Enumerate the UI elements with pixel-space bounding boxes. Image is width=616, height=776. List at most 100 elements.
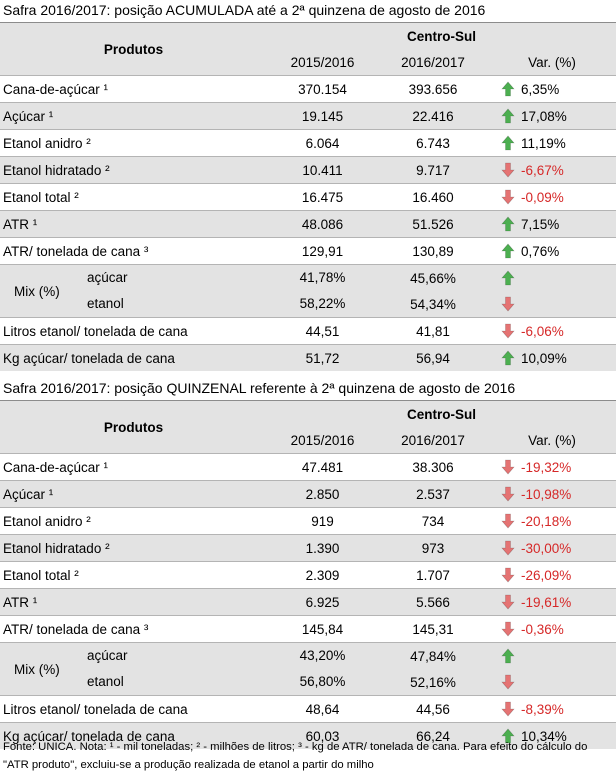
header-row: Produtos Centro-Sul <box>0 400 616 454</box>
variation: -19,32% <box>488 453 616 481</box>
variation: 6,35% <box>488 75 616 103</box>
table-row: Cana-de-açúcar ¹ 370.154 393.656 6,35% <box>0 75 616 103</box>
header-row: Produtos Centro-Sul <box>0 22 616 76</box>
table-accumulated: Produtos Centro-Sul 2015/2016 2016/2017 Var.… <box>0 22 616 371</box>
header-region: Centro-Sul <box>267 22 616 49</box>
header-produtos: Produtos <box>0 400 267 454</box>
mix-etanol-2016: 54,34% <box>378 291 488 318</box>
table-row: Açúcar ¹ 2.850 2.537 -10,98% <box>0 480 616 508</box>
value-2016: 973 <box>378 534 488 562</box>
mix-acucar-label: açúcar 41,78% <box>87 264 378 291</box>
header-col-2015: 2015/2016 <box>267 427 378 454</box>
variation: -8,39% <box>488 695 616 723</box>
table1-title: Safra 2016/2017: posição ACUMULADA até a… <box>3 2 486 18</box>
mix-label: Mix (%) <box>0 642 267 696</box>
variation-value: 0,76% <box>521 244 560 259</box>
header-col-var: Var. (%) <box>488 49 616 76</box>
value-2015: 51,72 <box>267 344 378 371</box>
value-2015: 129,91 <box>267 237 378 265</box>
mix-etanol-label: etanol 56,80% <box>87 669 378 696</box>
row-label: Kg açúcar/ tonelada de cana <box>0 344 267 371</box>
mix-label: Mix (%) <box>0 264 267 318</box>
table-row: Kg açúcar/ tonelada de cana 60,03 66,24 10,… <box>0 722 616 749</box>
value-2016: 130,89 <box>378 237 488 265</box>
value-2016: 16.460 <box>378 183 488 211</box>
value-2015: 16.475 <box>267 183 378 211</box>
value-2016: 393.656 <box>378 75 488 103</box>
value-2015: 2.309 <box>267 561 378 589</box>
variation: 10,34% <box>488 722 616 749</box>
mix-acucar-2016: 47,84% <box>378 642 488 669</box>
arrow-down-icon <box>501 189 515 205</box>
arrow-down-icon <box>501 701 515 717</box>
table-row: Etanol hidratado ² 10.411 9.717 -6,67% <box>0 156 616 184</box>
mix-etanol-variation <box>488 291 616 318</box>
variation: 10,09% <box>488 344 616 371</box>
row-label: Litros etanol/ tonelada de cana <box>0 317 267 345</box>
table-row: ATR/ tonelada de cana ³ 145,84 145,31 -0,36… <box>0 615 616 643</box>
variation-value: 10,09% <box>521 351 567 366</box>
arrow-up-icon <box>501 270 515 286</box>
value-2015: 370.154 <box>267 75 378 103</box>
table-fortnightly: Produtos Centro-Sul 2015/2016 2016/2017 Var.… <box>0 400 616 749</box>
variation-value: -30,00% <box>521 541 572 556</box>
value-2015: 19.145 <box>267 102 378 130</box>
table-row: Kg açúcar/ tonelada de cana 51,72 56,94 10,… <box>0 344 616 371</box>
value-2015: 145,84 <box>267 615 378 643</box>
header-years-row: 2015/2016 2016/2017 Var. (%) <box>0 49 616 76</box>
variation: 17,08% <box>488 102 616 130</box>
row-label: Etanol total ² <box>0 561 267 589</box>
arrow-up-icon <box>501 135 515 151</box>
variation-value: 11,19% <box>521 136 566 151</box>
arrow-down-icon <box>501 323 515 339</box>
mix-acucar-label: açúcar 43,20% <box>87 642 378 669</box>
arrow-up-icon <box>501 108 515 124</box>
arrow-down-icon <box>501 621 515 637</box>
mix-acucar-2016: 45,66% <box>378 264 488 291</box>
variation-value: 17,08% <box>521 109 567 124</box>
table-row: Cana-de-açúcar ¹ 47.481 38.306 -19,32% <box>0 453 616 481</box>
value-2016: 56,94 <box>378 344 488 371</box>
arrow-up-icon <box>501 216 515 232</box>
header-region: Centro-Sul <box>267 400 616 427</box>
arrow-down-icon <box>501 162 515 178</box>
row-label: Etanol anidro ² <box>0 507 267 535</box>
arrow-down-icon <box>501 674 515 690</box>
variation: 11,19% <box>488 129 616 157</box>
row-label: ATR/ tonelada de cana ³ <box>0 615 267 643</box>
arrow-up-icon <box>501 648 515 664</box>
row-label: Etanol hidratado ² <box>0 156 267 184</box>
row-label: ATR ¹ <box>0 588 267 616</box>
arrow-up-icon <box>501 728 515 744</box>
row-label: ATR ¹ <box>0 210 267 238</box>
table-row: Etanol total ² 16.475 16.460 -0,09% <box>0 183 616 211</box>
mix-row-acucar: Mix (%) açúcar 43,20% 47,84% <box>0 642 616 696</box>
table-row: ATR ¹ 48.086 51.526 7,15% <box>0 210 616 238</box>
arrow-up-icon <box>501 81 515 97</box>
row-label: Cana-de-açúcar ¹ <box>0 453 267 481</box>
variation: -20,18% <box>488 507 616 535</box>
variation: 0,76% <box>488 237 616 265</box>
mix-etanol-2016: 52,16% <box>378 669 488 696</box>
row-label: Kg açúcar/ tonelada de cana <box>0 722 267 749</box>
value-2015: 6.064 <box>267 129 378 157</box>
table-row: Litros etanol/ tonelada de cana 44,51 41,8… <box>0 317 616 345</box>
value-2015: 48.086 <box>267 210 378 238</box>
value-2015: 10.411 <box>267 156 378 184</box>
value-2015: 2.850 <box>267 480 378 508</box>
table-row: Litros etanol/ tonelada de cana 48,64 44,5… <box>0 695 616 723</box>
arrow-down-icon <box>501 594 515 610</box>
value-2016: 22.416 <box>378 102 488 130</box>
header-col-2016: 2016/2017 <box>378 427 488 454</box>
variation: 7,15% <box>488 210 616 238</box>
header-col-2016: 2016/2017 <box>378 49 488 76</box>
header-col-2015: 2015/2016 <box>267 49 378 76</box>
table-row: Etanol hidratado ² 1.390 973 -30,00% <box>0 534 616 562</box>
table2-title: Safra 2016/2017: posição QUINZENAL refer… <box>3 380 516 396</box>
row-label: Etanol anidro ² <box>0 129 267 157</box>
variation: -6,06% <box>488 317 616 345</box>
value-2016: 6.743 <box>378 129 488 157</box>
value-2015: 919 <box>267 507 378 535</box>
variation-value: -19,61% <box>521 595 572 610</box>
value-2015: 60,03 <box>267 722 378 749</box>
